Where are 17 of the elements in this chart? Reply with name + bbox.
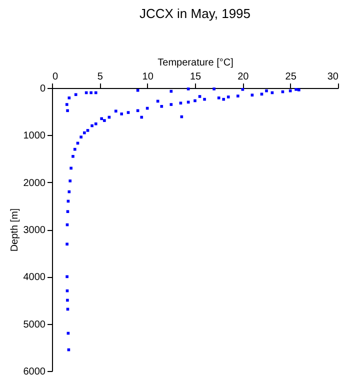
x-tick-label: 30 xyxy=(327,72,339,82)
x-tick-label: 20 xyxy=(238,72,250,82)
y-tick-label: 6000 xyxy=(23,366,46,378)
x-tick-label: 25 xyxy=(285,72,297,82)
chart-title: JCCX in May, 1995 xyxy=(139,6,251,21)
x-tick-label: 5 xyxy=(97,72,104,82)
y-tick-label: 1000 xyxy=(23,130,46,142)
y-tick-label: 0 xyxy=(40,84,46,94)
y-tick-label: 2000 xyxy=(23,178,46,189)
y-tick-label: 3000 xyxy=(23,225,46,236)
x-tick-label: 0 xyxy=(52,72,58,82)
x-tick-label: 10 xyxy=(142,72,154,82)
x-tick-label: 15 xyxy=(190,72,202,82)
y-axis-title: Depth [m] xyxy=(9,208,20,252)
y-tick-label: 5000 xyxy=(23,319,46,330)
x-axis-title: Temperature [°C] xyxy=(158,58,234,68)
y-tick-label: 4000 xyxy=(23,272,46,284)
